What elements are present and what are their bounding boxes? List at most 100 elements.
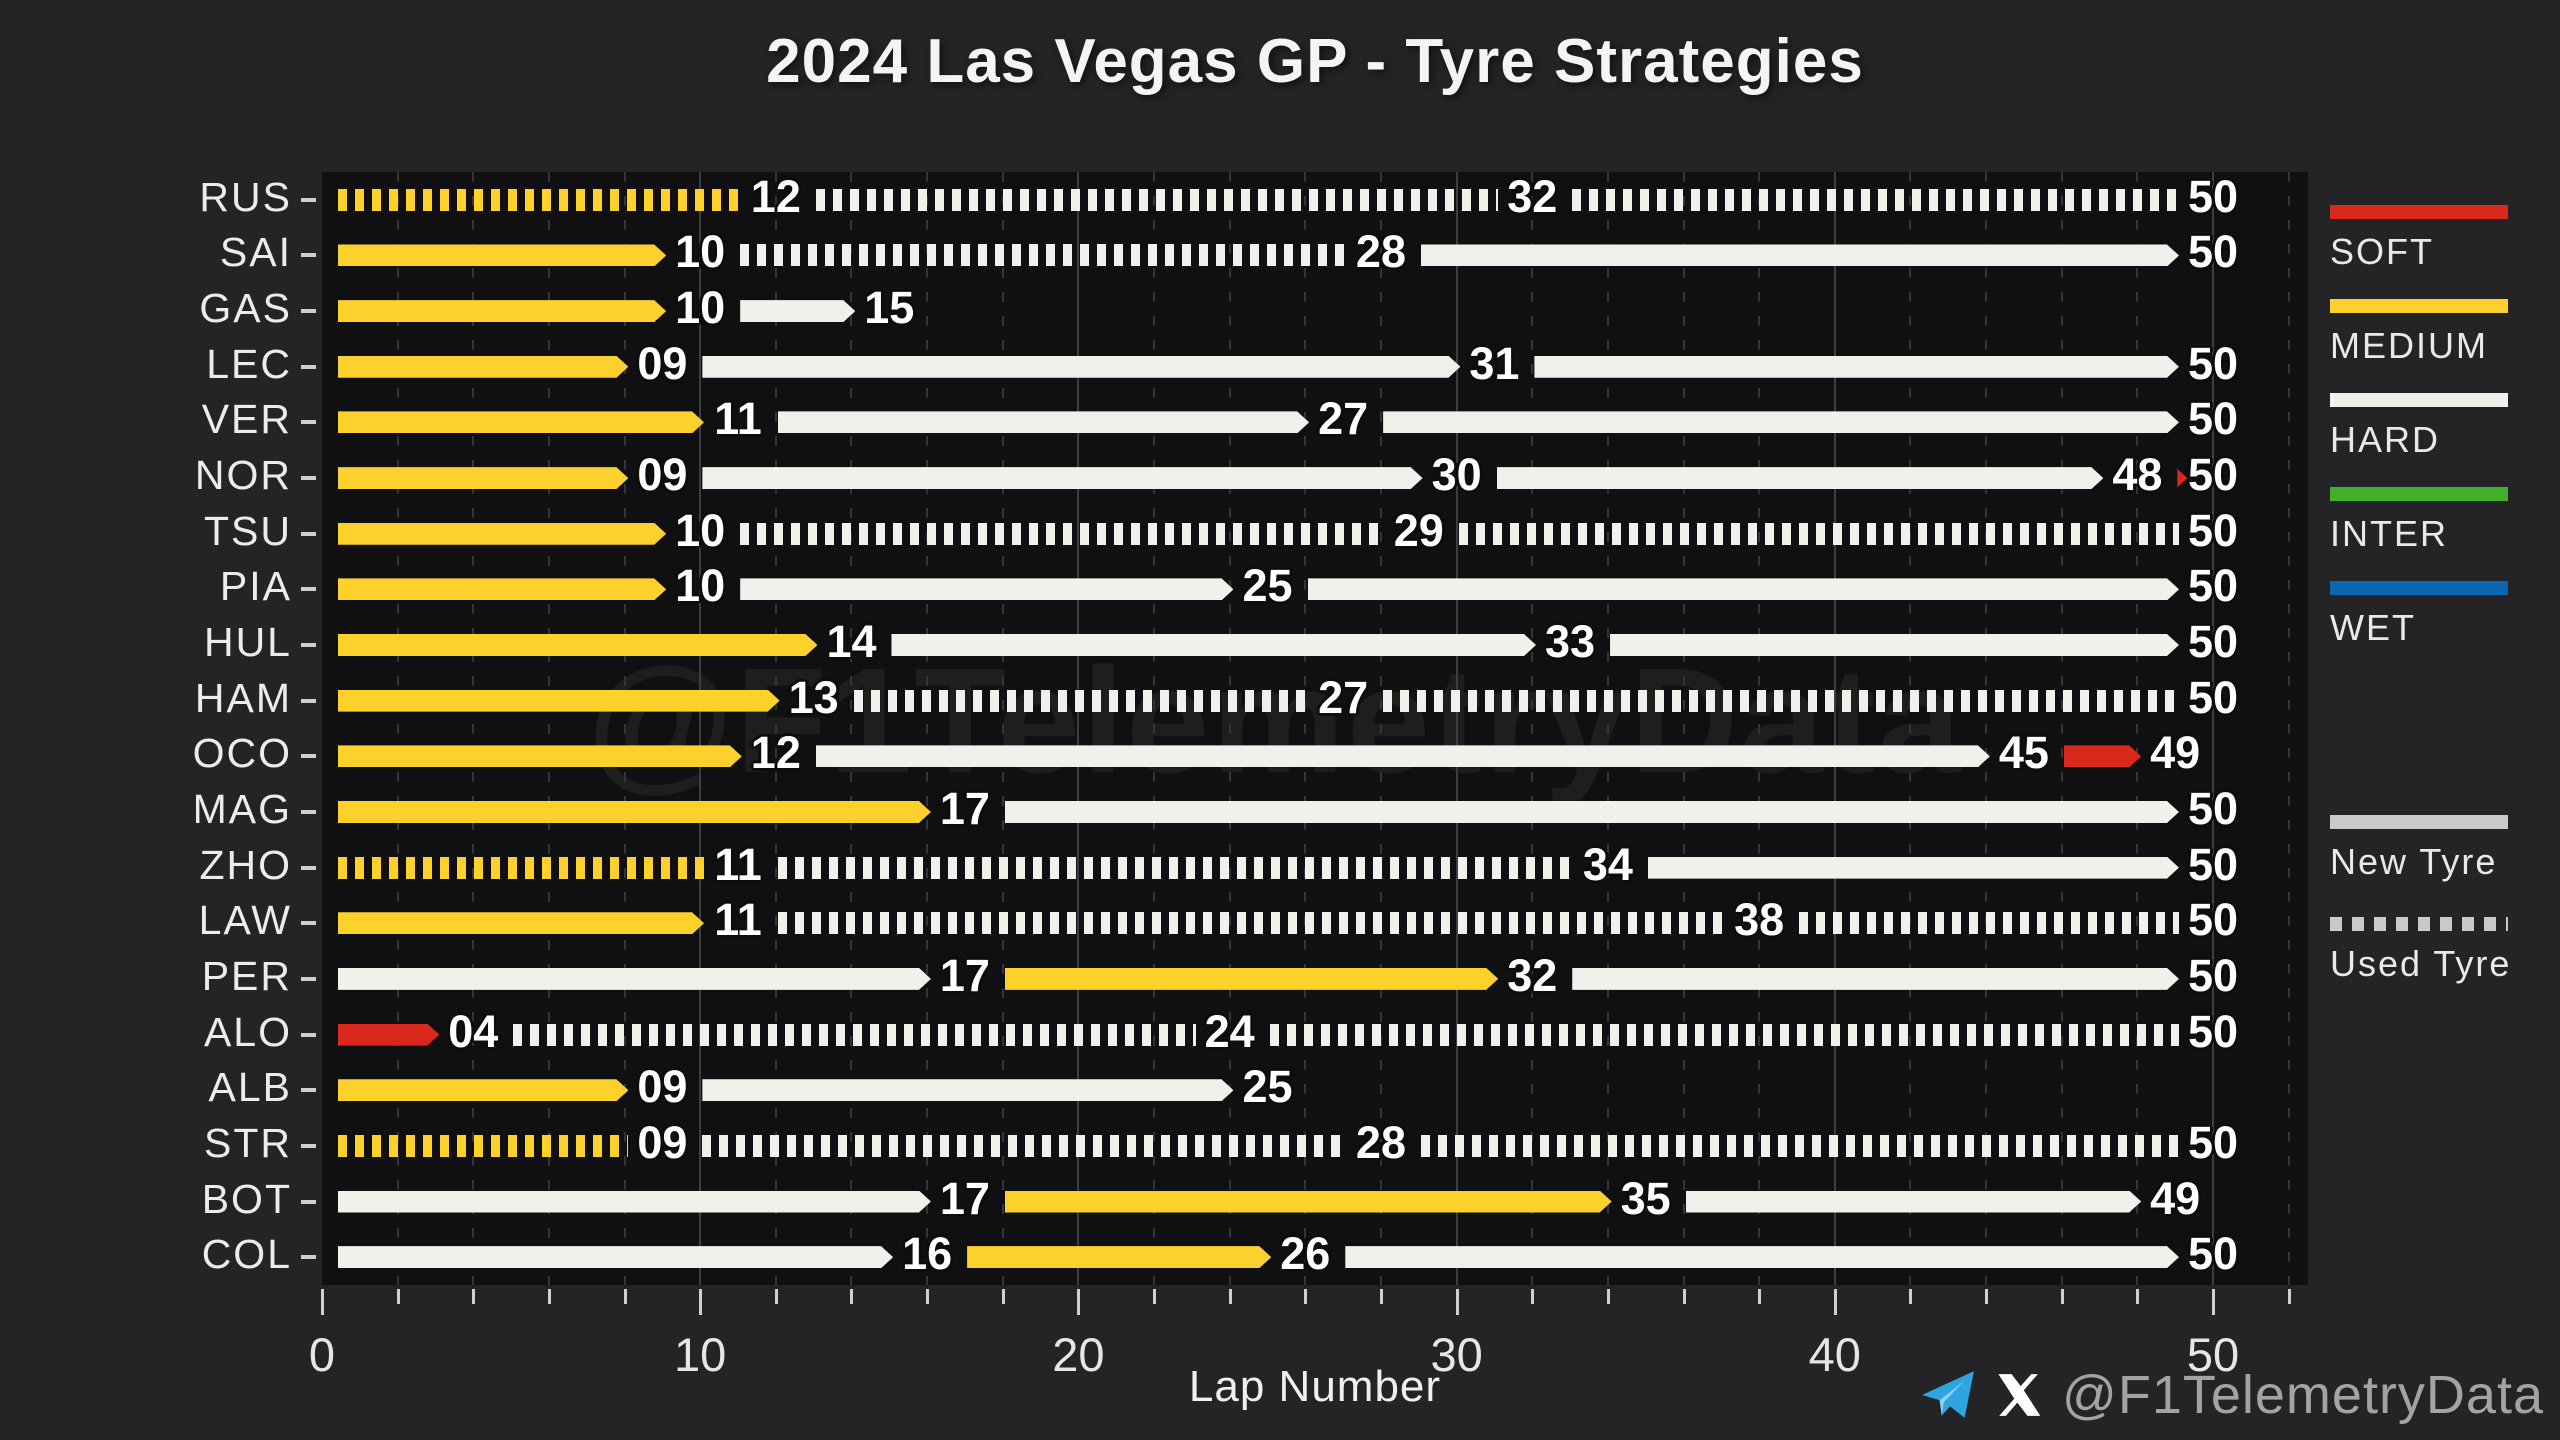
stint-bar bbox=[1005, 968, 1498, 990]
stint-bar bbox=[1799, 912, 2179, 935]
gridline-minor bbox=[1682, 172, 1685, 1285]
stint-bar bbox=[815, 188, 1499, 211]
y-tick bbox=[301, 976, 316, 981]
stint-end-label: 10 bbox=[675, 282, 726, 334]
y-tick bbox=[301, 1199, 316, 1204]
gridline-minor bbox=[623, 172, 626, 1285]
stint-end-label: 09 bbox=[637, 449, 688, 501]
driver-label: PER bbox=[201, 952, 292, 999]
x-tick-minor bbox=[774, 1289, 778, 1304]
stint-end-label: 27 bbox=[1318, 393, 1369, 445]
x-tick-minor bbox=[1304, 1289, 1308, 1304]
x-icon bbox=[1998, 1374, 2041, 1416]
stint-bar bbox=[338, 356, 628, 378]
stint-end-label: 17 bbox=[939, 949, 990, 1001]
stint-end-label: 09 bbox=[637, 1116, 688, 1168]
gridline-major bbox=[699, 172, 702, 1285]
stint-end-label: 15 bbox=[864, 282, 915, 334]
driver-label: PIA bbox=[219, 563, 292, 610]
stint-bar bbox=[338, 244, 666, 266]
legend-swatch bbox=[2330, 487, 2508, 501]
stint-end-label: 50 bbox=[2187, 838, 2239, 890]
stint-bar bbox=[338, 411, 704, 433]
stint-end-label: 50 bbox=[2187, 560, 2239, 612]
legend-label: INTER bbox=[2330, 513, 2448, 554]
stint-end-label: 50 bbox=[2187, 170, 2239, 222]
legend-item: Used Tyre bbox=[2330, 917, 2530, 985]
gridline-minor bbox=[1304, 172, 1307, 1285]
stint-end-label: 50 bbox=[2187, 1005, 2239, 1057]
gridline-minor bbox=[850, 172, 853, 1285]
stint-end-label: 50 bbox=[2187, 449, 2239, 501]
stint-end-label: 11 bbox=[714, 838, 762, 890]
stint-end-label: 50 bbox=[2187, 1228, 2239, 1280]
stint-bar bbox=[891, 634, 1536, 656]
stint-bar bbox=[338, 523, 666, 545]
legend-item: MEDIUM bbox=[2330, 299, 2530, 367]
stint-bar bbox=[1686, 1191, 2141, 1213]
y-tick bbox=[301, 1088, 316, 1093]
stint-end-label: 10 bbox=[675, 560, 726, 612]
stint-bar bbox=[967, 1246, 1271, 1268]
x-tick-minor bbox=[1758, 1289, 1762, 1304]
y-tick bbox=[301, 1255, 316, 1260]
y-tick bbox=[301, 921, 316, 926]
stint-bar bbox=[740, 522, 1385, 545]
stint-end-label: 12 bbox=[750, 170, 801, 222]
driver-label: LEC bbox=[206, 340, 292, 387]
driver-label: ALB bbox=[208, 1064, 292, 1111]
legend-label: HARD bbox=[2330, 419, 2441, 460]
gridline-minor bbox=[1531, 172, 1534, 1285]
x-tick-minor bbox=[1153, 1289, 1157, 1304]
gridline-minor bbox=[926, 172, 929, 1285]
gridline-minor bbox=[1228, 172, 1231, 1285]
x-tick-minor bbox=[2136, 1289, 2140, 1304]
gridline-major bbox=[2212, 172, 2214, 1285]
x-tick-minor bbox=[1001, 1289, 1005, 1304]
x-tick-label: 10 bbox=[674, 1328, 727, 1381]
gridline-minor bbox=[547, 172, 550, 1285]
stint-bar bbox=[338, 745, 742, 767]
stint-end-label: 09 bbox=[637, 337, 688, 389]
stint-end-label: 31 bbox=[1469, 337, 1520, 389]
driver-label: ALO bbox=[203, 1008, 292, 1055]
stint-end-label: 29 bbox=[1393, 504, 1444, 556]
legend-label: WET bbox=[2330, 607, 2416, 648]
x-tick-minor bbox=[1606, 1289, 1610, 1304]
x-tick-minor bbox=[1379, 1289, 1383, 1304]
attribution-handle: @F1TelemetryData bbox=[2062, 1365, 2544, 1425]
gridline-major bbox=[1077, 172, 1080, 1285]
stint-bar bbox=[1383, 689, 2179, 712]
driver-label: TSU bbox=[204, 507, 292, 554]
legend-item: WET bbox=[2330, 581, 2530, 649]
gridline-minor bbox=[1379, 172, 1382, 1285]
legend-swatch bbox=[2330, 205, 2508, 219]
stint-end-label: 50 bbox=[2187, 226, 2239, 278]
driver-label: ZHO bbox=[199, 841, 292, 888]
stint-end-label: 24 bbox=[1204, 1005, 1255, 1057]
gridline-major bbox=[1455, 172, 1458, 1285]
stint-bar bbox=[338, 1246, 893, 1268]
stint-bar bbox=[1005, 801, 2179, 823]
stint-bar bbox=[1005, 1191, 1612, 1213]
x-axis-label: Lap Number bbox=[1188, 1362, 1442, 1411]
stint-bar bbox=[853, 689, 1310, 712]
y-tick bbox=[301, 309, 316, 314]
stint-bar bbox=[338, 856, 705, 879]
stint-end-label: 26 bbox=[1280, 1228, 1331, 1280]
driver-label: SAI bbox=[219, 229, 292, 276]
legend-label: Used Tyre bbox=[2330, 943, 2512, 984]
y-tick bbox=[301, 1032, 316, 1037]
stint-end-label: 13 bbox=[788, 671, 839, 723]
y-tick bbox=[301, 865, 316, 870]
stint-end-label: 17 bbox=[939, 782, 990, 834]
stint-end-label: 14 bbox=[826, 616, 877, 668]
gridline-minor bbox=[2136, 172, 2139, 1285]
legend-label: SOFT bbox=[2330, 231, 2434, 272]
legend-swatch bbox=[2330, 299, 2508, 313]
gridline-minor bbox=[2287, 172, 2290, 1285]
stint-bar bbox=[1610, 634, 2179, 656]
stint-bar bbox=[702, 1079, 1233, 1101]
legend-item: SOFT bbox=[2330, 205, 2530, 273]
stint-bar bbox=[338, 634, 817, 656]
